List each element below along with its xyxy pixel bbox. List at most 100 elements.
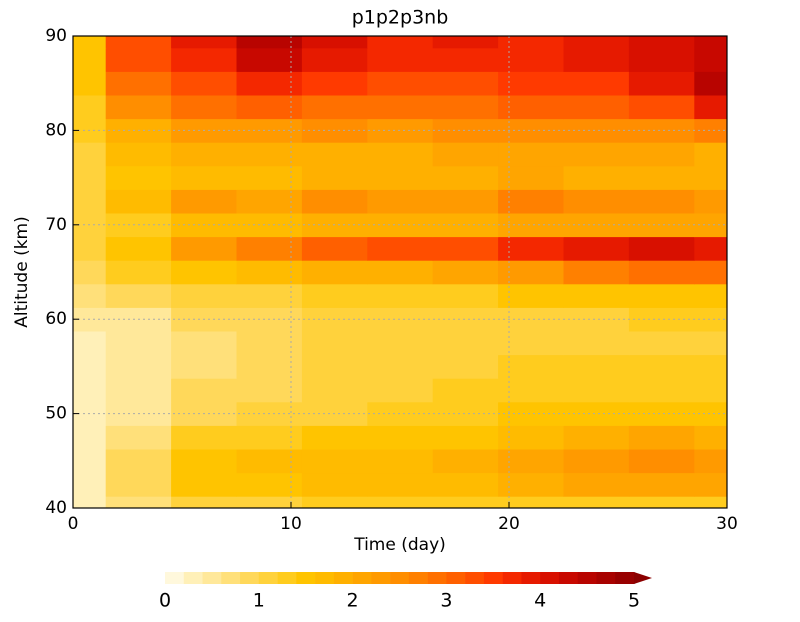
heat-cell — [498, 354, 564, 379]
heat-cell — [367, 47, 434, 72]
y-tick-label: 90 — [45, 26, 67, 46]
heat-cell — [432, 331, 499, 356]
heat-cell — [105, 283, 172, 308]
heat-cell — [171, 378, 237, 403]
heat-cell — [628, 472, 695, 497]
heat-cell — [432, 354, 499, 379]
heat-cell — [236, 378, 303, 403]
colorbar-box — [315, 572, 335, 584]
heat-cell — [73, 283, 107, 308]
heat-cell — [563, 71, 630, 96]
heat-cell — [236, 71, 303, 96]
colorbar-tick-label: 0 — [159, 590, 171, 612]
colorbar-box — [465, 572, 485, 584]
heat-cell — [628, 496, 695, 509]
colorbar-tick-label: 1 — [253, 590, 265, 612]
heat-cell — [105, 354, 172, 379]
heat-cell — [236, 354, 303, 379]
heat-cell — [432, 47, 499, 72]
heat-cell — [73, 165, 107, 190]
heat-cell — [236, 283, 303, 308]
heat-cell — [628, 425, 695, 450]
heat-cell — [171, 449, 237, 474]
colorbar-box — [333, 572, 353, 584]
heat-cell — [171, 260, 237, 285]
heat-cell — [105, 331, 172, 356]
heat-cell — [236, 496, 303, 509]
heat-cell — [563, 449, 630, 474]
heat-cell — [694, 260, 728, 285]
chart-title: p1p2p3nb — [352, 7, 449, 29]
heat-cell — [171, 236, 237, 261]
heat-cell — [432, 36, 499, 49]
heat-cell — [236, 165, 303, 190]
colorbar-box — [596, 572, 616, 584]
heat-cell — [628, 47, 695, 72]
heat-cell — [498, 236, 564, 261]
x-tick-label: 30 — [716, 514, 738, 534]
heat-cell — [171, 165, 237, 190]
colorbar-tick-label: 4 — [534, 590, 546, 612]
colorbar-box — [240, 572, 260, 584]
y-tick-label: 50 — [45, 404, 67, 424]
heat-cell — [301, 142, 368, 167]
heat-cell — [694, 142, 728, 167]
colorbar-box — [615, 572, 635, 584]
heat-cell — [367, 496, 434, 509]
heat-cell — [498, 95, 564, 120]
heat-cell — [563, 165, 630, 190]
heat-cell — [301, 283, 368, 308]
colorbar-box — [165, 572, 185, 584]
heat-cell — [367, 71, 434, 96]
heat-cell — [73, 472, 107, 497]
y-axis-label: Altitude (km) — [12, 216, 32, 328]
heat-cell — [563, 378, 630, 403]
colorbar-box — [558, 572, 579, 584]
heat-cell — [367, 95, 434, 120]
heat-cell — [498, 47, 564, 72]
heat-cell — [171, 331, 237, 356]
heat-cell — [694, 95, 728, 120]
heat-cell — [563, 189, 630, 214]
heat-cell — [301, 95, 368, 120]
heat-cell — [563, 472, 630, 497]
heat-cell — [498, 142, 564, 167]
heat-cell — [73, 95, 107, 120]
heat-cell — [563, 425, 630, 450]
heat-cell — [498, 496, 564, 509]
heat-cell — [73, 36, 107, 49]
heat-cell — [628, 236, 695, 261]
heat-cell — [498, 472, 564, 497]
heat-cell — [105, 47, 172, 72]
y-tick-label: 60 — [45, 309, 67, 329]
heat-cell — [105, 36, 172, 49]
heat-cell — [105, 142, 172, 167]
colorbar-tick-label: 3 — [440, 590, 452, 612]
heat-cell — [73, 142, 107, 167]
heat-cell — [628, 378, 695, 403]
heat-cell — [236, 472, 303, 497]
colorbar-box — [258, 572, 278, 584]
heat-cell — [105, 95, 172, 120]
colorbar-tick-label: 5 — [628, 590, 640, 612]
heat-cell — [563, 47, 630, 72]
heat-cell — [367, 142, 434, 167]
x-tick-label: 20 — [498, 514, 520, 534]
heat-cell — [563, 331, 630, 356]
heat-cell — [563, 260, 630, 285]
heat-cell — [563, 283, 630, 308]
colorbar-box — [502, 572, 522, 584]
heat-cell — [367, 425, 434, 450]
heat-cell — [73, 331, 107, 356]
heat-cell — [498, 260, 564, 285]
y-tick-label: 80 — [45, 120, 67, 140]
heat-cell — [498, 36, 564, 49]
heat-cell — [628, 283, 695, 308]
heat-cell — [301, 36, 368, 49]
heat-cell — [236, 260, 303, 285]
heat-cell — [628, 331, 695, 356]
heat-cell — [367, 36, 434, 49]
heat-cell — [628, 95, 695, 120]
colorbar-box — [577, 572, 597, 584]
